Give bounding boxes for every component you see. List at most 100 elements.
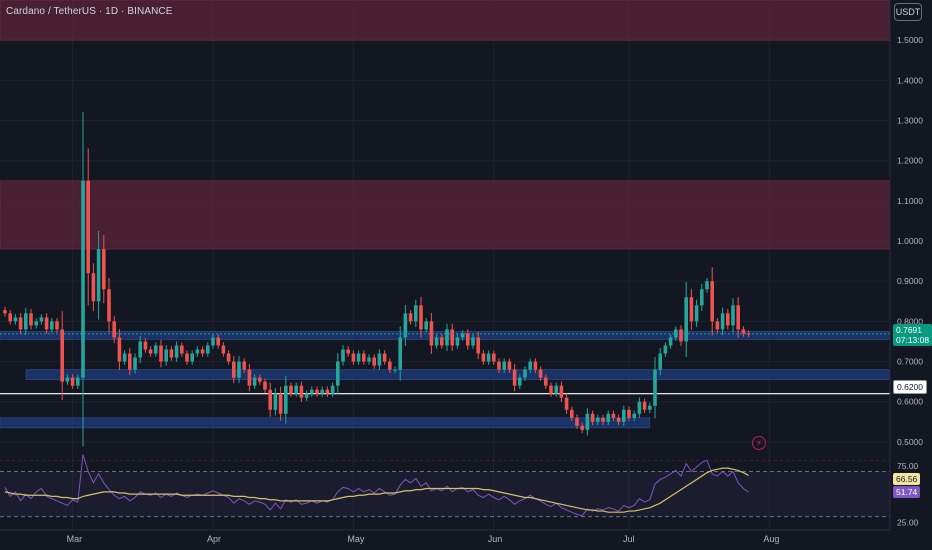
- price-tick-label: 1.1000: [897, 196, 923, 206]
- candle-bear: [346, 349, 350, 354]
- countdown-value: 07:13:08: [896, 335, 930, 345]
- price-tick-label: 1.3000: [897, 116, 923, 126]
- grid-lines: [0, 0, 890, 530]
- support-zone: [25, 369, 891, 380]
- candle-bull: [294, 385, 298, 394]
- time-tick-label: Aug: [763, 534, 779, 544]
- candle-bear: [128, 353, 132, 370]
- candle-bear: [601, 417, 605, 422]
- candle-bear: [289, 385, 293, 394]
- candle-bear: [429, 321, 434, 346]
- candle-bull: [65, 377, 70, 382]
- price-tick-label: 0.9000: [897, 276, 923, 286]
- time-axis[interactable]: Mar Apr May Jun Jul Aug: [0, 529, 890, 544]
- time-tick-label: Apr: [207, 534, 221, 544]
- candle-bear: [642, 401, 647, 410]
- candle-bull: [668, 337, 673, 346]
- rsi-line: [4, 454, 749, 517]
- candle-bull: [731, 305, 735, 326]
- horizontal-line-label: 0.6200: [893, 380, 927, 394]
- candle-bear: [419, 305, 423, 330]
- candle-bear: [258, 377, 262, 382]
- candles[interactable]: [3, 111, 751, 447]
- candle-bear: [736, 305, 740, 330]
- candle-bear: [200, 349, 205, 354]
- candle-bear: [492, 353, 496, 362]
- candle-bear: [689, 297, 694, 322]
- candle-bear: [408, 313, 413, 322]
- candle-bear: [616, 417, 621, 422]
- candle-bear: [388, 361, 392, 370]
- candle-bull: [284, 385, 288, 414]
- candle-bull: [403, 313, 408, 338]
- time-tick-label: Jul: [623, 534, 635, 544]
- candle-bull: [76, 377, 80, 386]
- candle-bear: [44, 317, 49, 330]
- candle-bear: [538, 369, 543, 378]
- candle-bear: [533, 361, 538, 370]
- candle-bull: [273, 393, 278, 410]
- last-price-label: 0.7691 07:13:08: [893, 324, 932, 346]
- candle-bull: [39, 317, 44, 322]
- candle-bear: [497, 361, 501, 370]
- support-zone: [0, 331, 891, 340]
- candle-bear: [18, 317, 23, 330]
- candle-bear: [117, 337, 122, 362]
- price-tick-label: 0.8000: [897, 316, 923, 326]
- candle-bear: [559, 385, 564, 398]
- price-tick-label: 0.7000: [897, 357, 923, 367]
- candle-bull: [596, 417, 600, 422]
- candle-bull: [445, 329, 449, 346]
- candle-bull: [122, 353, 127, 362]
- candle-bull: [528, 361, 532, 370]
- currency-button[interactable]: USDT: [894, 3, 922, 21]
- price-tick-label: 0.5000: [897, 437, 923, 447]
- lightning-bolt-icon[interactable]: ⚡: [752, 436, 766, 450]
- candle-bull: [341, 349, 345, 362]
- candle-bull: [154, 345, 158, 354]
- candle-bear: [216, 337, 220, 346]
- candle-bull: [460, 333, 465, 338]
- candle-bull: [195, 349, 200, 354]
- price-tick-label: 0.6000: [897, 397, 923, 407]
- price-tick-label: 1.2000: [897, 156, 923, 166]
- candle-bear: [507, 361, 512, 370]
- candle-bull: [138, 341, 142, 358]
- candle-bull: [694, 305, 699, 322]
- candle-bear: [362, 353, 366, 362]
- candle-bear: [55, 321, 59, 330]
- candle-bull: [637, 401, 642, 414]
- candle-bull: [320, 389, 324, 394]
- candle-bull: [398, 337, 402, 370]
- rsi-panel: [0, 454, 890, 518]
- candle-bear: [710, 281, 714, 322]
- candle-bear: [169, 349, 174, 358]
- candle-bull: [653, 369, 657, 406]
- candle-bear: [746, 333, 751, 335]
- candle-bear: [226, 353, 231, 362]
- time-tick-label: Mar: [67, 534, 83, 544]
- candle-bull: [50, 321, 54, 330]
- candle-bear: [325, 389, 330, 394]
- candle-bull: [237, 361, 241, 378]
- candle-bull: [304, 393, 309, 398]
- candle-bull: [523, 369, 527, 378]
- price-tick-label: 1.4000: [897, 75, 923, 85]
- price-axis[interactable]: 0.5000 0.6000 0.7000 0.8000 0.9000 1.0000 1.10…: [889, 0, 923, 530]
- time-tick-label: Jun: [488, 534, 503, 544]
- candle-bear: [242, 361, 246, 370]
- symbol-title: Cardano / TetherUS · 1D · BINANCE: [6, 6, 173, 17]
- candle-bear: [580, 425, 584, 430]
- candle-bear: [450, 329, 454, 346]
- candle-bear: [268, 389, 272, 410]
- candle-bear: [91, 273, 96, 302]
- candle-bear: [726, 313, 730, 326]
- candle-bear: [611, 413, 616, 418]
- candle-bear: [299, 385, 304, 398]
- candle-bull: [622, 409, 626, 422]
- candle-bull: [658, 353, 662, 370]
- candle-bull: [471, 337, 475, 346]
- price-zones: [0, 0, 891, 429]
- rsi-value-label: 51.74: [893, 486, 921, 498]
